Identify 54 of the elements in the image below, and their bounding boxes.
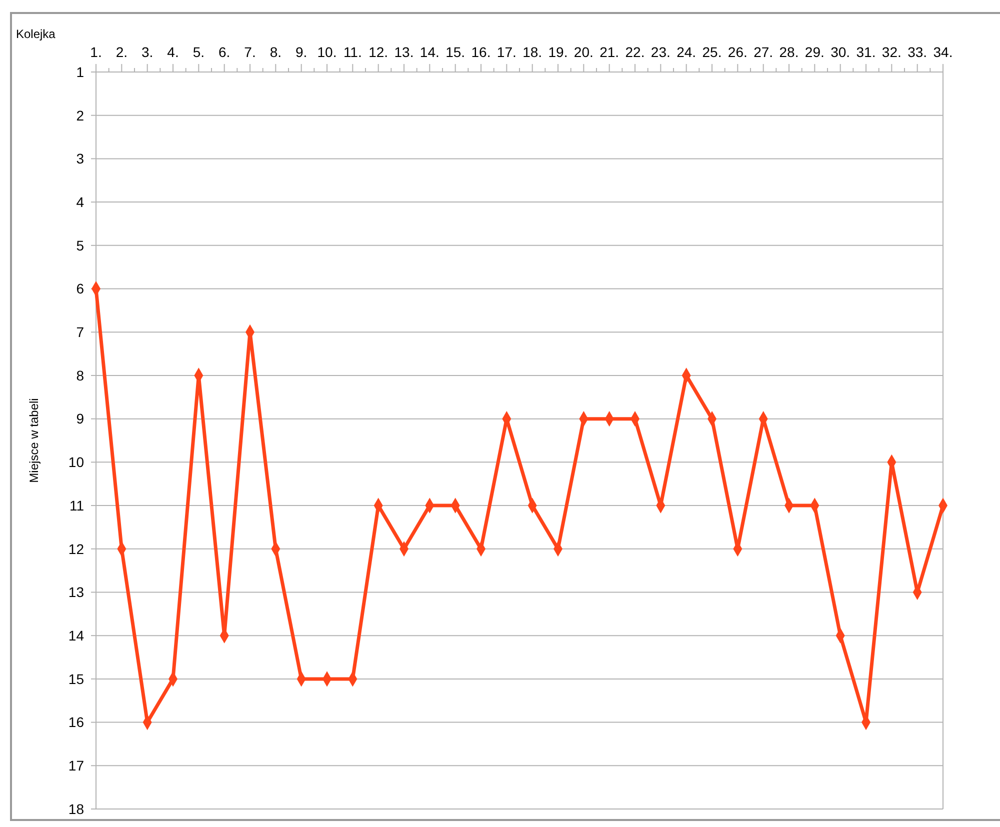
x-tick-label: 17. (496, 44, 516, 60)
y-tick-label: 13 (68, 584, 84, 600)
y-tick-label: 18 (68, 800, 84, 817)
x-tick-label: 23. (650, 44, 670, 60)
x-tick-label: 21. (600, 44, 620, 60)
x-tick-label: 18. (522, 44, 542, 60)
x-tick-label: 15. (446, 44, 466, 60)
x-tick-label: 33. (908, 44, 928, 60)
x-tick-label: 8. (270, 44, 282, 60)
y-tick-label: 3 (76, 150, 84, 167)
y-tick-label: 7 (76, 324, 84, 340)
x-tick-label: 12. (368, 44, 388, 60)
y-tick-label: 11 (69, 497, 84, 514)
x-tick-label: 34. (933, 44, 953, 60)
y-axis-title: Miejsce w tabeli (27, 398, 41, 483)
x-tick-label: 6. (218, 44, 230, 60)
x-tick-label: 3. (141, 44, 154, 60)
x-tick-label: 30. (830, 44, 850, 60)
x-tick-label: 16. (471, 44, 491, 60)
y-tick-label: 12 (68, 540, 84, 557)
y-tick-label: 9 (76, 410, 84, 427)
y-tick-label: 5 (76, 237, 84, 254)
x-tick-label: 4. (167, 44, 179, 60)
x-tick-label: 32. (882, 44, 902, 60)
x-axis-title: Kolejka (16, 27, 56, 41)
y-tick-label: 15 (68, 670, 84, 687)
x-tick-label: 25. (702, 44, 722, 60)
x-tick-label: 26. (728, 44, 748, 60)
y-tick-label: 8 (76, 367, 84, 384)
x-tick-label: 9. (295, 44, 308, 60)
x-tick-label: 5. (192, 44, 205, 60)
y-tick-label: 2 (76, 107, 84, 124)
x-tick-label: 24. (676, 44, 696, 60)
x-tick-label: 14. (420, 44, 440, 60)
x-tick-label: 28. (779, 44, 799, 60)
x-tick-label: 2. (116, 44, 128, 60)
y-tick-label: 4 (76, 194, 84, 210)
y-tick-label: 14 (68, 627, 84, 644)
x-tick-label: 1. (90, 44, 102, 60)
x-tick-label: 27. (754, 44, 774, 60)
y-tick-label: 17 (68, 758, 84, 774)
x-tick-label: 31. (856, 44, 876, 60)
x-tick-label: 11. (343, 44, 362, 60)
x-tick-label: 22. (625, 44, 645, 60)
y-tick-label: 1 (76, 64, 84, 80)
x-tick-label: 29. (804, 44, 824, 60)
x-tick-label: 13. (394, 44, 414, 60)
x-tick-label: 10. (317, 44, 337, 60)
x-tick-label: 20. (574, 44, 594, 60)
y-tick-label: 10 (68, 454, 84, 470)
x-tick-label: 7. (244, 44, 256, 60)
y-tick-label: 16 (68, 714, 84, 730)
x-tick-label: 19. (548, 44, 568, 60)
y-tick-label: 6 (76, 280, 84, 297)
